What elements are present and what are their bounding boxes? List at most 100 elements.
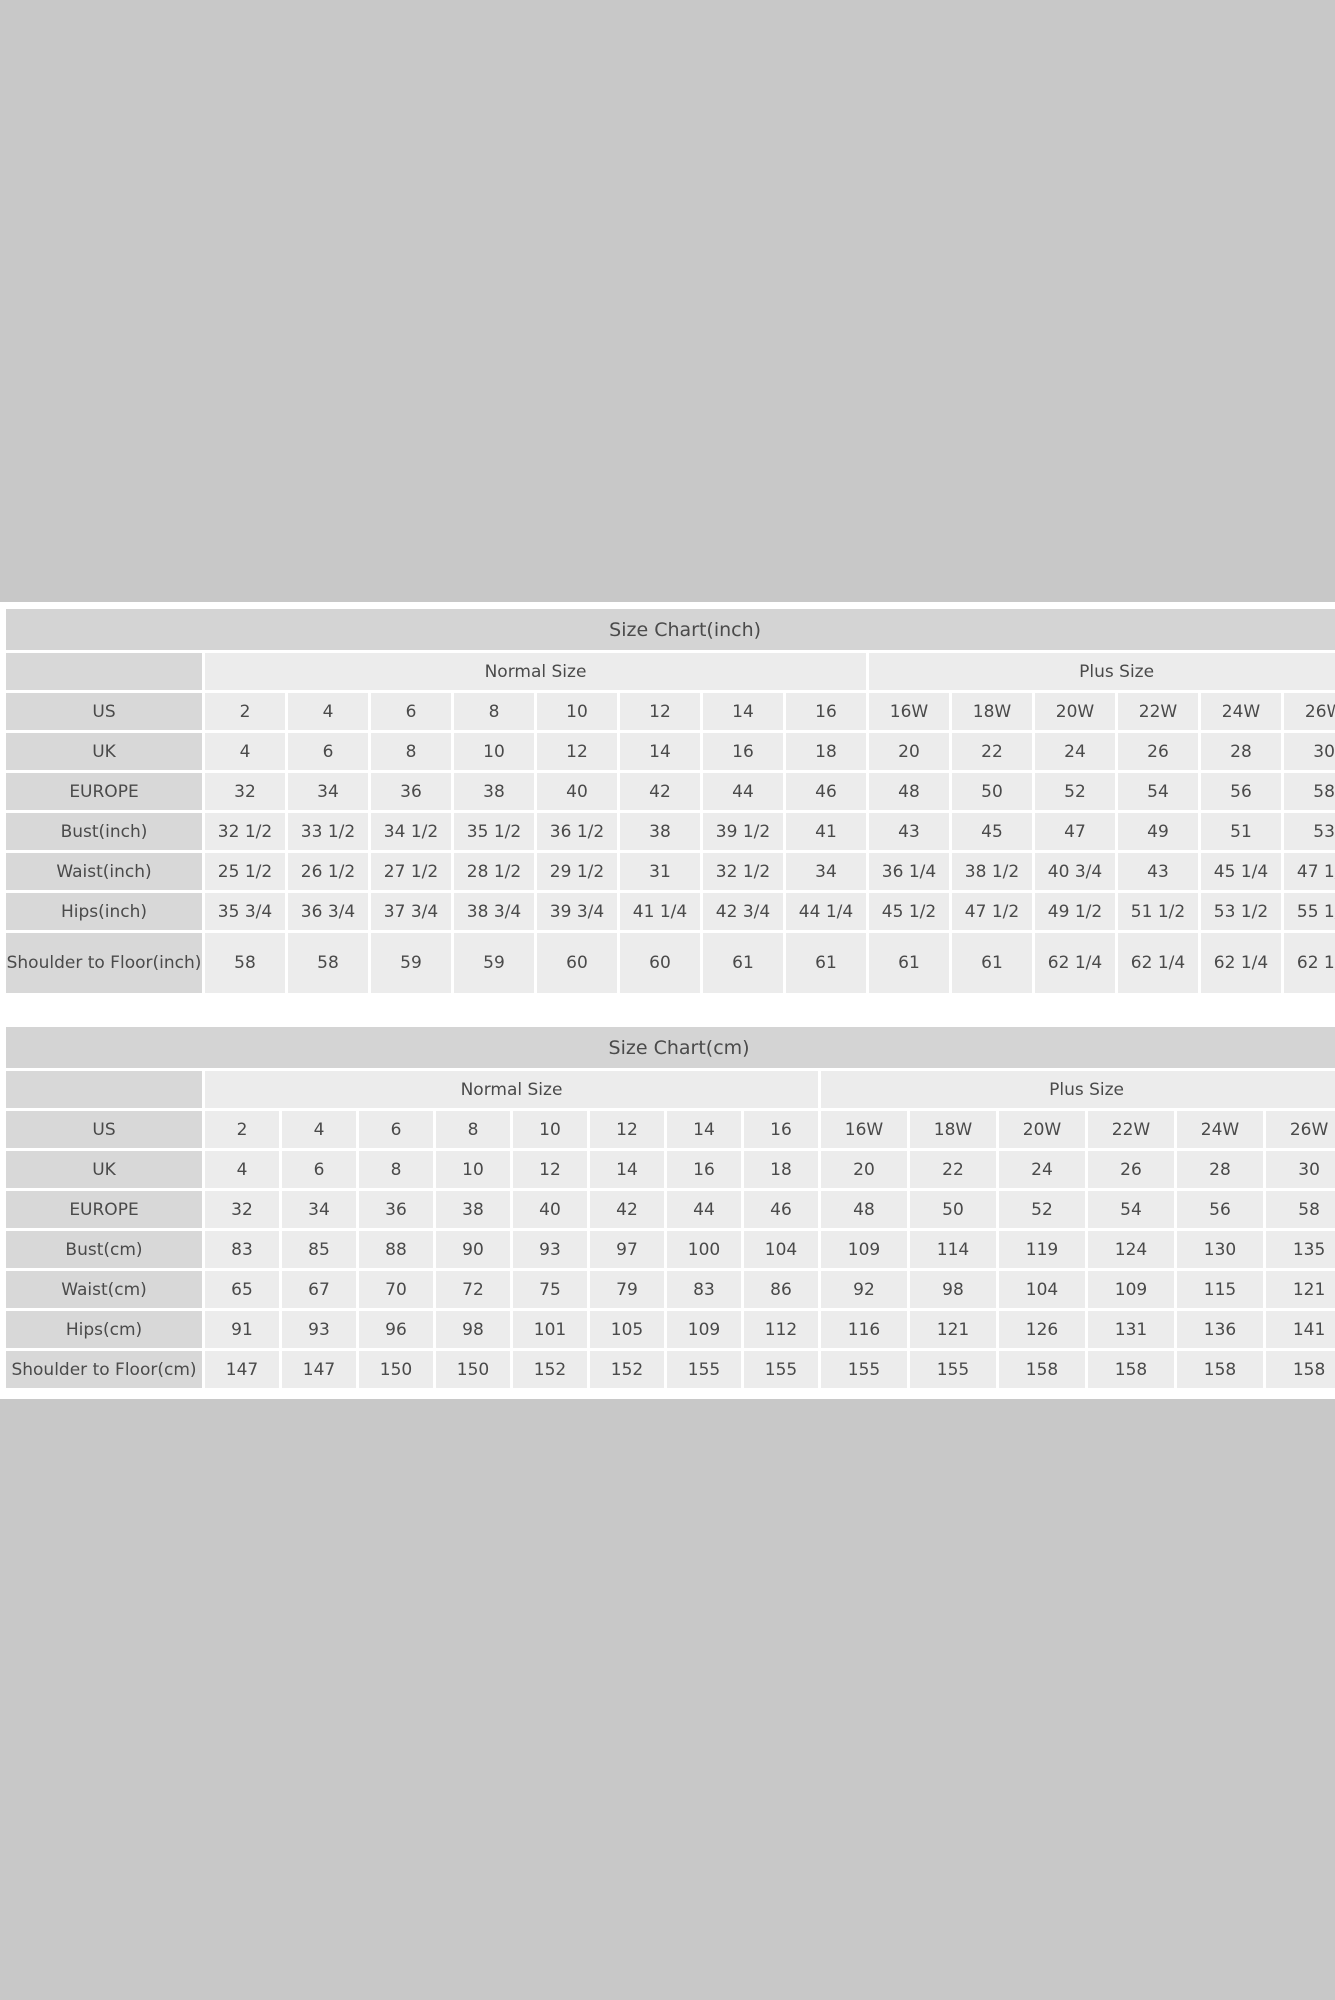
table-cell: 116 — [821, 1311, 907, 1348]
table-cell: 12 — [513, 1151, 587, 1188]
group-normal-size: Normal Size — [205, 1071, 818, 1108]
table-cell: 40 — [537, 773, 617, 810]
table-cell: 90 — [436, 1231, 510, 1268]
table-cell: 22W — [1088, 1111, 1174, 1148]
table-row: Bust(inch) 32 1/2 33 1/2 34 1/2 35 1/2 36 1/2… — [6, 813, 1335, 850]
table-cell: 100 — [667, 1231, 741, 1268]
table-cell: 155 — [910, 1351, 996, 1388]
table-cell: 40 3/4 — [1035, 853, 1115, 890]
table-row: Waist(inch) 25 1/2 26 1/2 27 1/2 28 1/2 29 1/… — [6, 853, 1335, 890]
table-cell: 47 1/2 — [1284, 853, 1335, 890]
table-cell: 12 — [620, 693, 700, 730]
table-cell: 124 — [1088, 1231, 1174, 1268]
size-chart-inch-table: Size Chart(inch) Normal Size Plus Size US 2 4… — [3, 606, 1335, 996]
row-label: Shoulder to Floor(inch) — [6, 933, 202, 993]
table-row: Waist(cm) 65 67 70 72 75 79 83 86 92 98 104 109 115 12… — [6, 1271, 1335, 1308]
table-cell: 8 — [436, 1111, 510, 1148]
table-cell: 32 — [205, 773, 285, 810]
table-cell: 98 — [436, 1311, 510, 1348]
table-cell: 38 3/4 — [454, 893, 534, 930]
table-cell: 52 — [999, 1191, 1085, 1228]
table-cell: 105 — [590, 1311, 664, 1348]
size-chart-panel: Size Chart(inch) Normal Size Plus Size US 2 4… — [0, 602, 1335, 1399]
table-cell: 32 1/2 — [205, 813, 285, 850]
table-row: US 2 4 6 8 10 12 14 16 16W 18W 20W 22W 24W 26W — [6, 693, 1335, 730]
table-cell: 26W — [1266, 1111, 1335, 1148]
table-cell: 44 — [667, 1191, 741, 1228]
table-cell: 8 — [359, 1151, 433, 1188]
table-cell: 47 1/2 — [952, 893, 1032, 930]
row-label: US — [6, 1111, 202, 1148]
table-row: UK 4 6 8 10 12 14 16 18 20 22 24 26 28 30 — [6, 733, 1335, 770]
table-cell: 62 1/4 — [1118, 933, 1198, 993]
row-label: EUROPE — [6, 1191, 202, 1228]
table-cell: 109 — [821, 1231, 907, 1268]
table-cell: 38 1/2 — [952, 853, 1032, 890]
table-cell: 30 — [1266, 1151, 1335, 1188]
table-cell: 61 — [786, 933, 866, 993]
table-cell: 18 — [786, 733, 866, 770]
table-cell: 34 — [786, 853, 866, 890]
table-cell: 75 — [513, 1271, 587, 1308]
table-cell: 16 — [744, 1111, 818, 1148]
table-cell: 28 1/2 — [454, 853, 534, 890]
table-cell: 70 — [359, 1271, 433, 1308]
table-cell: 155 — [744, 1351, 818, 1388]
row-label: Bust(cm) — [6, 1231, 202, 1268]
table-row: UK 4 6 8 10 12 14 16 18 20 22 24 26 28 30 — [6, 1151, 1335, 1188]
table-cell: 42 — [590, 1191, 664, 1228]
table-cell: 33 1/2 — [288, 813, 368, 850]
table-cell: 16 — [703, 733, 783, 770]
table-cell: 24W — [1201, 693, 1281, 730]
table-cell: 115 — [1177, 1271, 1263, 1308]
table-cell: 6 — [282, 1151, 356, 1188]
table-cell: 39 3/4 — [537, 893, 617, 930]
table-cell: 4 — [282, 1111, 356, 1148]
table-cell: 96 — [359, 1311, 433, 1348]
table-cell: 29 1/2 — [537, 853, 617, 890]
table-cell: 18W — [952, 693, 1032, 730]
table-row: US 2 4 6 8 10 12 14 16 16W 18W 20W 22W 24W 26W — [6, 1111, 1335, 1148]
table-cell: 83 — [205, 1231, 279, 1268]
table-cell: 28 — [1177, 1151, 1263, 1188]
table-cell: 55 1/2 — [1284, 893, 1335, 930]
table-cell: 49 1/2 — [1035, 893, 1115, 930]
table-cell: 12 — [590, 1111, 664, 1148]
table-row: Hips(cm) 91 93 96 98 101 105 109 112 116 121 126 131… — [6, 1311, 1335, 1348]
table-cell: 61 — [703, 933, 783, 993]
table-cell: 44 — [703, 773, 783, 810]
table-cell: 59 — [454, 933, 534, 993]
table-cell: 6 — [371, 693, 451, 730]
table-cell: 141 — [1266, 1311, 1335, 1348]
table-cell: 59 — [371, 933, 451, 993]
table-cell: 62 1/4 — [1035, 933, 1115, 993]
row-label: Waist(cm) — [6, 1271, 202, 1308]
table-cell: 58 — [205, 933, 285, 993]
table-cell: 152 — [590, 1351, 664, 1388]
table-cell: 41 — [786, 813, 866, 850]
table-cell: 6 — [359, 1111, 433, 1148]
table-cell: 150 — [436, 1351, 510, 1388]
table-cell: 61 — [869, 933, 949, 993]
table-cell: 32 1/2 — [703, 853, 783, 890]
table-cell: 14 — [703, 693, 783, 730]
row-label: Bust(inch) — [6, 813, 202, 850]
table-cell: 97 — [590, 1231, 664, 1268]
table-cell: 30 — [1284, 733, 1335, 770]
table-cell: 45 1/4 — [1201, 853, 1281, 890]
table-cell: 46 — [744, 1191, 818, 1228]
table-cell: 20W — [1035, 693, 1115, 730]
table-cell: 158 — [1266, 1351, 1335, 1388]
table-cell: 20 — [821, 1151, 907, 1188]
table-cell: 16W — [821, 1111, 907, 1148]
table-cell: 22 — [952, 733, 1032, 770]
table-cell: 12 — [537, 733, 617, 770]
table-cell: 98 — [910, 1271, 996, 1308]
table-cell: 58 — [1266, 1191, 1335, 1228]
table-cell: 39 1/2 — [703, 813, 783, 850]
table-cell: 18W — [910, 1111, 996, 1148]
table-cell: 8 — [371, 733, 451, 770]
table-cell: 150 — [359, 1351, 433, 1388]
table-row: Bust(cm) 83 85 88 90 93 97 100 104 109 114 119 124 13… — [6, 1231, 1335, 1268]
table-cell: 62 1/4 — [1284, 933, 1335, 993]
